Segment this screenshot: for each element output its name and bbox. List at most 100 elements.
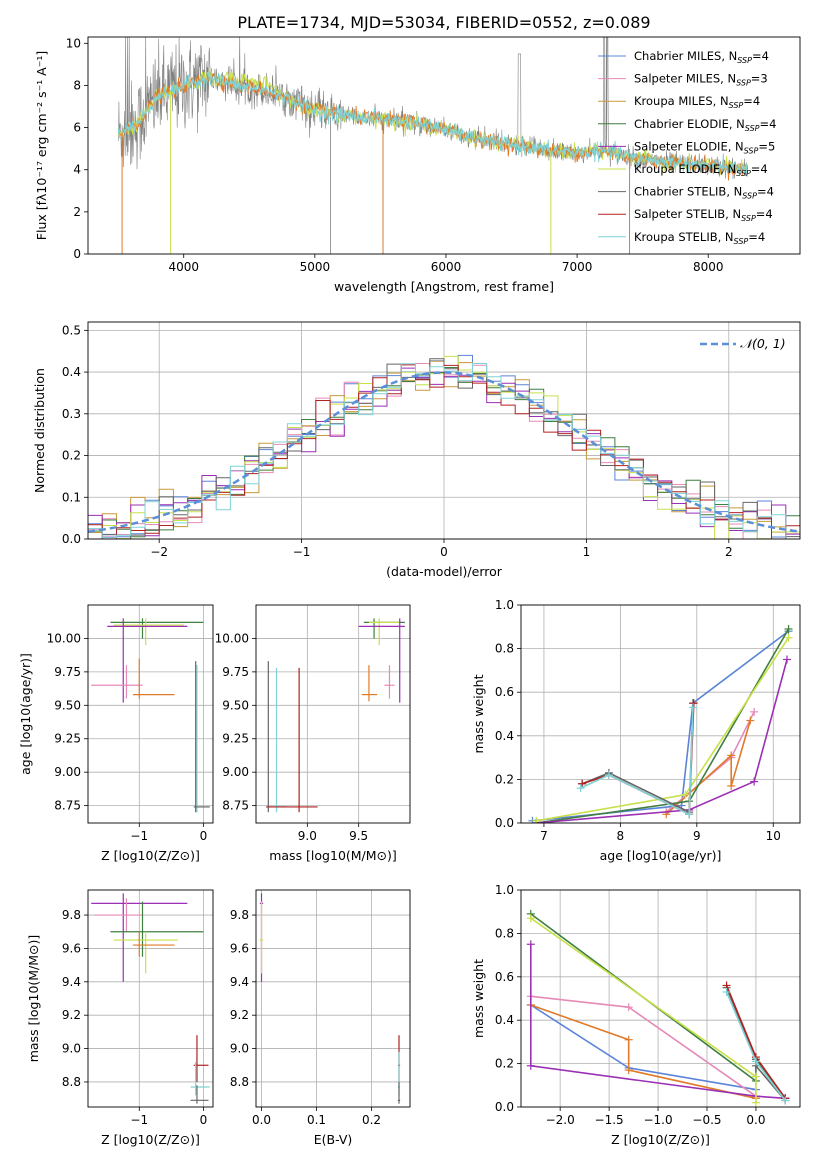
y-axis-label: mass weight: [471, 959, 486, 1038]
weight-line: [581, 703, 695, 816]
weight-line: [665, 711, 755, 813]
y-tick-label: 0.4: [62, 365, 81, 379]
y-tick-label: 0.0: [495, 816, 514, 830]
y-tick-label: 9.2: [230, 1008, 249, 1022]
y-tick-label: 0.6: [495, 685, 514, 699]
histogram-step: [88, 358, 800, 539]
mass-vs-metallicity-panel: −1 0 8.8 9.0 9.2 9.4 9.6 9.8 Z [log10(Z/Z⊙)] mass…: [26, 889, 214, 1147]
axes-frame: [87, 36, 801, 255]
y-tick-label: 4: [73, 163, 81, 177]
weight-line: [536, 659, 788, 823]
x-axis-label: wavelength [Angstrom, rest frame]: [334, 279, 554, 294]
y-tick-label: 1.0: [495, 598, 514, 612]
weight-line: [532, 630, 789, 822]
y-tick-label: 10: [66, 36, 81, 50]
x-tick-label: 9: [693, 829, 701, 843]
y-tick-label: 9.50: [54, 698, 81, 712]
y-axis-label: Normed distribution: [32, 368, 47, 493]
y-tick-label: 9.6: [62, 941, 81, 955]
model-spectrum-line: [117, 73, 749, 181]
legend-label: Salpeter MILES, NSSP=3: [634, 72, 768, 88]
y-tick-label: 9.25: [222, 732, 249, 746]
y-tick-label: 8: [73, 78, 81, 92]
x-tick-label: 0: [440, 545, 448, 559]
y-tick-label: 9.75: [222, 665, 249, 679]
y-tick-label: 0.8: [495, 642, 514, 656]
axes-frame: [520, 604, 801, 824]
y-tick-label: 1.0: [495, 883, 514, 897]
model-spectrum-line: [117, 68, 749, 175]
x-tick-label: 5000: [300, 260, 331, 274]
y-tick-label: 2: [73, 205, 81, 219]
gaussian-curve: [88, 371, 800, 533]
y-tick-label: 0.4: [495, 1013, 514, 1027]
histogram-step: [88, 364, 800, 539]
x-tick-label: 0: [200, 1113, 208, 1127]
plot-area: [117, 37, 749, 254]
legend-label: Chabrier STELIB, NSSP=4: [634, 185, 774, 201]
x-tick-label: −2.0: [546, 1113, 575, 1127]
y-tick-label: 9.0: [230, 1042, 249, 1056]
histogram-step: [88, 363, 800, 539]
residuals-panel: −2 −1 0 1 2 0.0 0.1 0.2 0.3 0.4 0.5 (data-model)/er…: [32, 321, 801, 579]
y-tick-label: 9.0: [62, 1042, 81, 1056]
legend-label: Kroupa STELIB, NSSP=4: [634, 230, 765, 246]
y-tick-label: 9.6: [230, 941, 249, 955]
x-tick-label: 2: [725, 545, 733, 559]
x-axis-label: mass [log10(M/M⊙)]: [269, 848, 397, 863]
y-tick-label: 0.0: [495, 1100, 514, 1114]
x-tick-label: 8: [617, 829, 625, 843]
spectrum-legend: Chabrier MILES, NSSP=4 Salpeter MILES, NS…: [598, 49, 776, 246]
y-axis-label: Flux [fλ10⁻¹⁷ erg cm⁻² s⁻¹ A⁻¹]: [34, 51, 49, 240]
y-axis-label: age [log10(age/yr)]: [18, 653, 33, 775]
x-axis-label: age [log10(age/yr)]: [600, 848, 722, 863]
y-tick-label: 9.25: [54, 732, 81, 746]
weight-line: [530, 917, 757, 1103]
x-tick-label: 0.1: [307, 1113, 326, 1127]
plot-area: [88, 354, 800, 539]
y-tick-label: 9.8: [230, 908, 249, 922]
x-tick-label: 0.2: [362, 1113, 381, 1127]
y-tick-label: 9.00: [222, 765, 249, 779]
axes-frame: [255, 604, 411, 824]
x-tick-label: 7: [540, 829, 548, 843]
y-tick-label: 9.2: [62, 1008, 81, 1022]
y-tick-label: 0.2: [62, 449, 81, 463]
x-axis-label: Z [log10(Z/Z⊙)]: [611, 1132, 710, 1147]
y-tick-label: 6: [73, 121, 81, 135]
x-axis-label: Z [log10(Z/Z⊙)]: [101, 848, 200, 863]
x-tick-label: 1: [583, 545, 591, 559]
x-axis-label: Z [log10(Z/Z⊙)]: [101, 1132, 200, 1147]
y-tick-label: 0.5: [62, 323, 81, 337]
figure-title: PLATE=1734, MJD=53034, FIBERID=0552, z=0…: [237, 13, 650, 32]
y-tick-label: 9.75: [54, 665, 81, 679]
y-tick-label: 8.75: [54, 799, 81, 813]
legend-label: Salpeter ELODIE, NSSP=5: [634, 139, 775, 155]
y-tick-label: 0: [73, 247, 81, 261]
x-tick-label: 9.5: [349, 829, 368, 843]
axes-frame: [255, 889, 411, 1108]
age-vs-metallicity-panel: −1 0 8.75 9.00 9.25 9.50 9.75 10.00 Z [log10(Z/Z…: [18, 604, 214, 863]
x-tick-label: 0: [200, 829, 208, 843]
mass-vs-ebv-panel: 0.0 0.1 0.2 8.8 9.0 9.2 9.4 9.6 9.8 E(B-V): [230, 889, 411, 1147]
x-tick-label: −1: [130, 1113, 148, 1127]
x-axis-label: (data-model)/error: [386, 564, 503, 579]
legend-label: Chabrier ELODIE, NSSP=4: [634, 117, 776, 133]
y-tick-label: 10.00: [47, 631, 81, 645]
y-tick-label: 0.2: [495, 1057, 514, 1071]
x-tick-label: 9.0: [298, 829, 317, 843]
plot-area: [528, 624, 793, 823]
x-tick-label: −1: [130, 829, 148, 843]
y-tick-label: 0.8: [495, 926, 514, 940]
x-tick-label: 10: [766, 829, 781, 843]
x-tick-label: −0.5: [692, 1113, 721, 1127]
y-tick-label: 9.4: [62, 975, 81, 989]
weight-line: [580, 707, 694, 816]
x-tick-label: 0.0: [746, 1113, 765, 1127]
age-vs-mass-panel: 9.0 9.5 8.75 9.00 9.25 9.50 9.75 10.00 mass [log…: [215, 604, 411, 863]
x-tick-label: 6000: [431, 260, 462, 274]
weight-line: [536, 637, 790, 822]
legend-label: Salpeter STELIB, NSSP=4: [634, 207, 773, 223]
y-tick-label: 9.00: [54, 765, 81, 779]
